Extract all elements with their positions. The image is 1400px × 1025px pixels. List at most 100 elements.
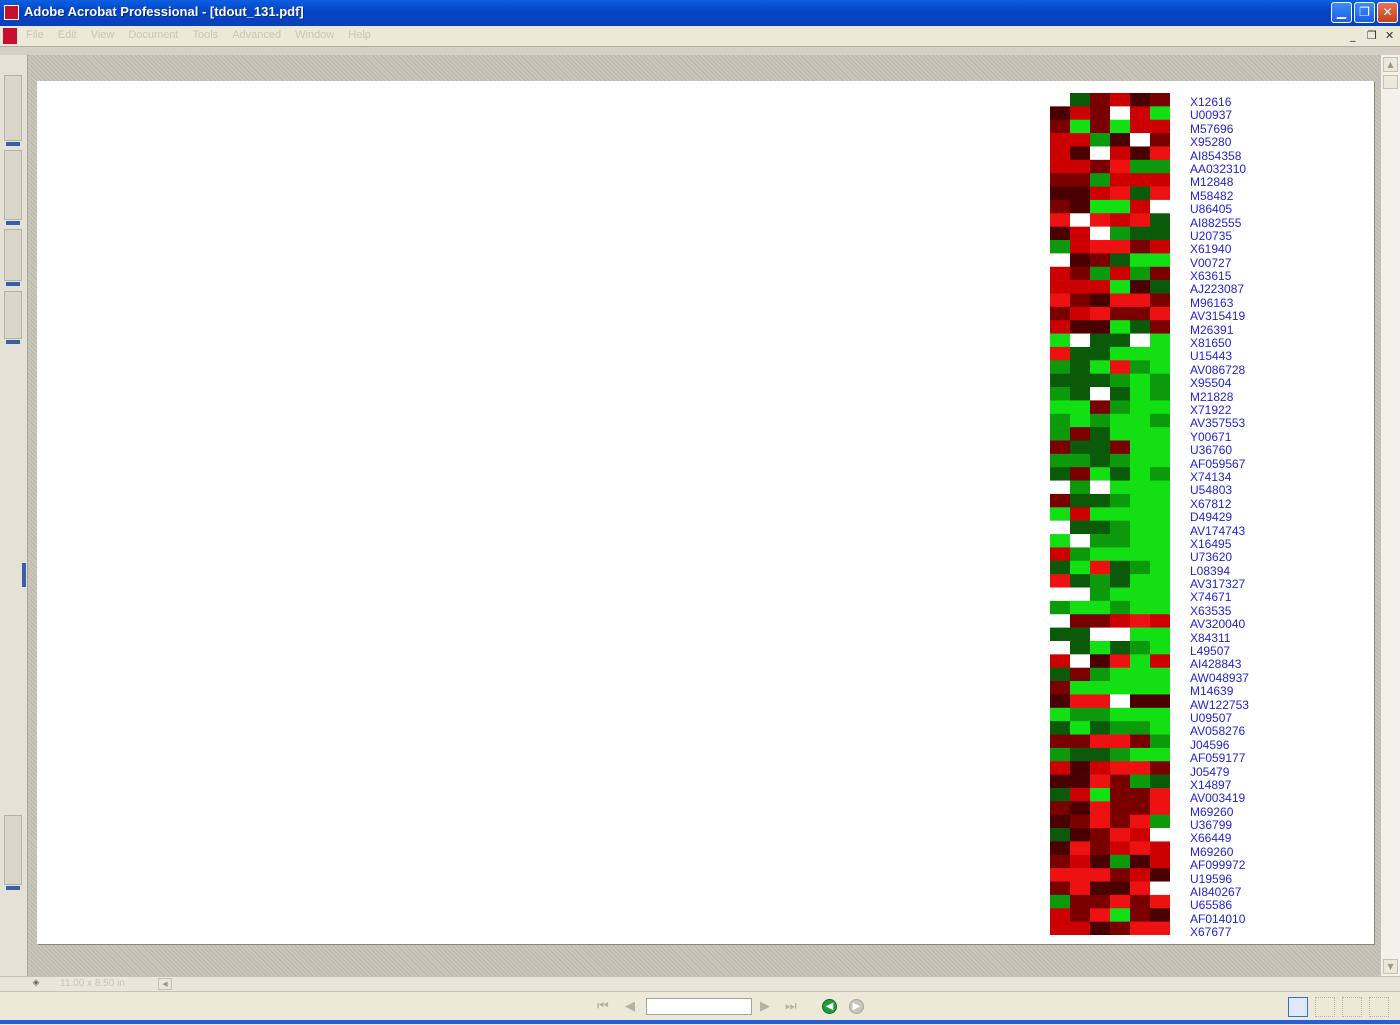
heatmap-cell xyxy=(1110,400,1131,415)
heatmap-cell xyxy=(1150,721,1170,735)
heatmap-cell xyxy=(1090,681,1111,695)
heatmap-cell xyxy=(1090,346,1111,361)
restore-button[interactable]: ❐ xyxy=(1354,2,1375,23)
heatmap-cell xyxy=(1130,547,1151,562)
layers-tab[interactable] xyxy=(4,229,22,286)
heatmap-cell xyxy=(1130,480,1151,495)
heatmap-cell xyxy=(1110,574,1131,588)
heatmap-cell xyxy=(1150,534,1170,548)
attachments-tab[interactable] xyxy=(4,815,22,890)
pdf-document-icon[interactable] xyxy=(3,28,17,44)
last-page-icon[interactable]: ⏭ xyxy=(785,999,797,1014)
doc-minimize-button[interactable]: _ xyxy=(1350,29,1356,42)
heatmap-cell xyxy=(1090,253,1111,268)
heatmap-cell xyxy=(1150,547,1170,562)
gene-id: U36799 xyxy=(1190,818,1233,833)
heatmap-cell xyxy=(1150,761,1170,775)
heatmap-cell xyxy=(1090,173,1111,187)
heatmap-cell xyxy=(1070,908,1091,922)
vertical-scrollbar[interactable]: ▲ ▼ xyxy=(1380,55,1400,976)
heatmap-cell xyxy=(1090,226,1111,241)
scroll-thumb[interactable] xyxy=(1383,75,1398,89)
heatmap-cell xyxy=(1050,413,1071,428)
heatmap-cell xyxy=(1050,106,1071,121)
next-page-icon[interactable]: ▶ xyxy=(760,999,770,1014)
heatmap-cell xyxy=(1090,587,1111,602)
heatmap-cell xyxy=(1050,280,1071,294)
go-back-icon[interactable]: ◀ xyxy=(822,999,837,1014)
pane-resize-handle[interactable] xyxy=(22,563,26,587)
facing-layout-icon[interactable] xyxy=(1342,997,1362,1017)
heatmap-cell xyxy=(1130,226,1151,241)
minimize-button[interactable]: ▁ xyxy=(1331,2,1352,23)
gene-id: X84311 xyxy=(1190,630,1231,645)
gene-id: X95504 xyxy=(1190,376,1232,391)
heatmap-cell xyxy=(1150,199,1170,214)
heatmap-cell xyxy=(1070,119,1091,134)
close-button[interactable]: ✕ xyxy=(1377,2,1398,23)
bookmarks-tab[interactable] xyxy=(4,75,22,146)
heatmap-cell xyxy=(1050,667,1071,682)
heatmap-cell xyxy=(1050,373,1071,388)
heatmap-cell xyxy=(1150,440,1170,455)
heatmap-cell xyxy=(1130,320,1151,334)
menu-item-document[interactable]: Document xyxy=(128,29,179,41)
window-title: Adobe Acrobat Professional - [tdout_131.… xyxy=(24,4,304,19)
heatmap-cell xyxy=(1090,280,1111,294)
heatmap-cell xyxy=(1150,560,1170,575)
heatmap-cell xyxy=(1110,707,1131,722)
scroll-down-button[interactable]: ▼ xyxy=(1383,959,1398,974)
gene-id: J04596 xyxy=(1190,737,1230,752)
heatmap-cell xyxy=(1150,747,1170,762)
menu-item-edit[interactable]: Edit xyxy=(57,29,77,41)
gene-id: U36760 xyxy=(1190,443,1233,458)
scroll-left-button[interactable]: ◀ xyxy=(158,978,172,990)
gene-id: AI428843 xyxy=(1190,657,1242,672)
heatmap-cell xyxy=(1050,921,1071,935)
menu-item-advanced[interactable]: Advanced xyxy=(232,29,282,41)
doc-restore-button[interactable]: ❐ xyxy=(1367,29,1377,42)
menu-item-tools[interactable]: Tools xyxy=(192,29,219,41)
doc-close-button[interactable]: ✕ xyxy=(1385,29,1395,42)
tab-marker xyxy=(6,340,20,344)
gene-id: AV357553 xyxy=(1190,416,1246,431)
heatmap-cell xyxy=(1150,814,1170,829)
heatmap-cell xyxy=(1130,213,1151,227)
heatmap-cell xyxy=(1050,707,1071,722)
heatmap-cell xyxy=(1130,159,1151,174)
heatmap-cell xyxy=(1050,600,1071,615)
heatmap-cell xyxy=(1070,721,1091,735)
heatmap-cell xyxy=(1050,306,1071,321)
previous-page-icon[interactable]: ◀ xyxy=(625,999,635,1014)
heatmap-cell xyxy=(1130,293,1151,308)
page-number-field[interactable] xyxy=(646,998,752,1015)
heatmap-cell xyxy=(1070,534,1091,548)
horizontal-scrollbar[interactable]: ◈ 11.00 x 8.50 in ◀ xyxy=(0,976,1400,992)
heatmap-cell xyxy=(1110,854,1131,869)
acrobat-app-icon[interactable] xyxy=(4,5,19,20)
heatmap-cell xyxy=(1150,894,1170,909)
heatmap-cell xyxy=(1090,627,1111,642)
split-grip-icon[interactable]: ◈ xyxy=(32,978,40,988)
heatmap-cell xyxy=(1050,894,1071,909)
heatmap-cell xyxy=(1090,921,1111,935)
menu-item-view[interactable]: View xyxy=(90,29,115,41)
continuous-facing-layout-icon[interactable] xyxy=(1369,997,1389,1017)
heatmap-cell xyxy=(1090,707,1111,722)
heatmap-cell xyxy=(1090,373,1111,388)
menu-item-file[interactable]: File xyxy=(26,29,44,41)
heatmap-cell xyxy=(1070,520,1091,535)
signatures-tab[interactable] xyxy=(4,291,22,344)
heatmap-cell xyxy=(1090,721,1111,735)
go-forward-icon[interactable]: ▶ xyxy=(849,999,864,1014)
heatmap-cell xyxy=(1130,841,1151,856)
menu-item-help[interactable]: Help xyxy=(348,29,371,41)
continuous-layout-icon[interactable] xyxy=(1315,997,1335,1017)
heatmap-cell xyxy=(1130,640,1151,655)
scroll-up-button[interactable]: ▲ xyxy=(1383,57,1398,72)
pages-tab[interactable] xyxy=(4,150,22,225)
menu-item-window[interactable]: Window xyxy=(295,29,335,41)
single-page-layout-icon[interactable] xyxy=(1288,997,1308,1017)
first-page-icon[interactable]: ⏮ xyxy=(597,999,609,1014)
heatmap-cell xyxy=(1110,453,1131,468)
